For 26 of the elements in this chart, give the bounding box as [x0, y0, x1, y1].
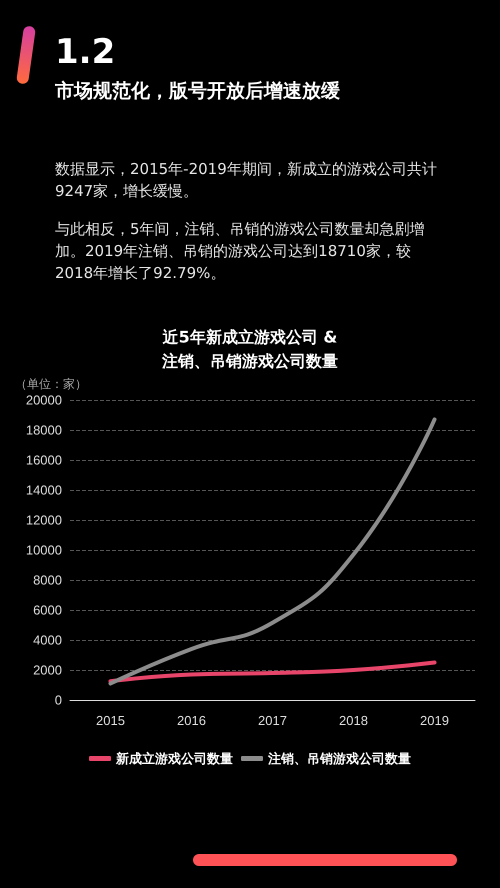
y-tick-label: 12000 — [26, 512, 62, 528]
x-tick-label: 2019 — [420, 713, 449, 728]
y-tick-label: 14000 — [26, 482, 62, 498]
y-axis-title: （单位：家） — [15, 377, 87, 391]
y-tick-label: 6000 — [33, 602, 62, 618]
text: 与此相反，5年间，注销、吊销的游戏公司数量却急剧增加。2019年注销、吊销的游戏公司达到18710家，较2018年增长了92.79%。 — [55, 219, 426, 284]
y-tick-label: 8000 — [33, 572, 62, 588]
x-tick-label: 2018 — [339, 713, 368, 728]
text: 市场规范化，版号开放后增速放缓 — [55, 79, 340, 104]
line-series — [108, 660, 436, 684]
y-tick-label: 0 — [54, 692, 62, 708]
x-tick-label: 2017 — [258, 713, 287, 728]
legend-label: 新成立游戏公司数量 — [115, 751, 233, 766]
y-tick-label: 20000 — [26, 392, 62, 408]
legend-label: 注销、吊销游戏公司数量 — [267, 751, 411, 766]
y-tick-label: 4000 — [33, 632, 62, 648]
y-tick-label: 18000 — [26, 422, 62, 438]
y-tick-label: 2000 — [33, 662, 62, 678]
text: 1.2 — [55, 32, 116, 72]
chart-title: 近5年新成立游戏公司 & 注销、吊销游戏公司数量 — [161, 328, 338, 370]
line-series — [108, 418, 436, 686]
text: 数据显示，2015年-2019年期间，新成立的游戏公司共计9247家，增长缓慢。 — [55, 159, 438, 202]
y-tick-label: 16000 — [26, 452, 62, 468]
x-tick-label: 2016 — [177, 713, 206, 728]
y-tick-label: 10000 — [26, 542, 62, 558]
x-tick-label: 2015 — [96, 713, 125, 728]
